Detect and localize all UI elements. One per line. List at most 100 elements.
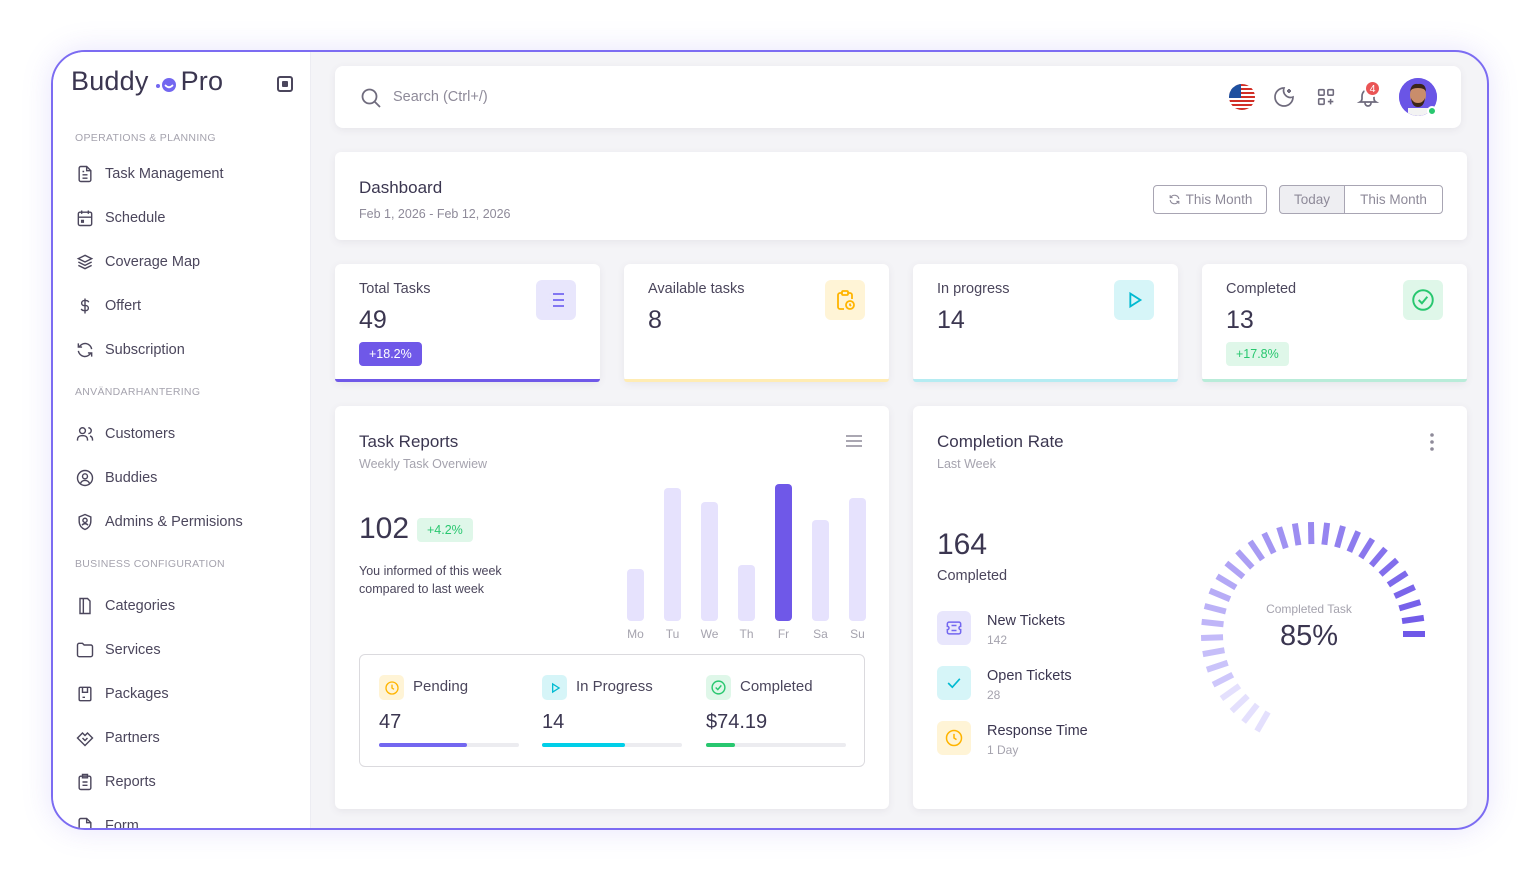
task-reports-card: Task Reports Weekly Task Overwiew 102 +4…	[335, 406, 889, 809]
gauge-segment	[1247, 539, 1265, 562]
main-content: 4 Dashboard Feb 1, 2026 - Feb 12, 2026 T…	[311, 52, 1487, 828]
sidebar-item-label: Task Management	[105, 166, 224, 182]
sidebar-item-task-management[interactable]: Task Management	[75, 161, 295, 187]
us-flag-icon[interactable]	[1228, 83, 1256, 111]
bar-tick-label: Fr	[777, 627, 790, 641]
bar-tick-label: We	[700, 627, 719, 641]
apps-icon[interactable]	[1312, 83, 1340, 111]
sidebar-item-form[interactable]: Form	[75, 813, 295, 828]
clipboard-clock-icon	[825, 280, 865, 320]
ticket-row-response: Response Time 1 Day	[937, 721, 1197, 757]
sidebar-item-coverage-map[interactable]: Coverage Map	[75, 249, 295, 275]
bar-su[interactable]	[849, 497, 866, 621]
play-icon	[1114, 280, 1154, 320]
check-circle-icon	[1403, 280, 1443, 320]
sidebar-item-partners[interactable]: Partners	[75, 725, 295, 751]
gauge-segment	[1200, 634, 1224, 642]
sidebar-collapse-button[interactable]	[277, 76, 293, 92]
gauge-segment	[1291, 522, 1302, 546]
completion-rate-card: Completion Rate Last Week 164 Completed …	[913, 406, 1467, 809]
sidebar-item-label: Customers	[105, 426, 176, 442]
stat-card-total-tasks[interactable]: Total Tasks 49 +18.2%	[335, 264, 600, 382]
sidebar-section-title: OPERATIONS & PLANNING	[75, 132, 216, 144]
sidebar-item-categories[interactable]: Categories	[75, 593, 295, 619]
ticket-value: 1 Day	[987, 743, 1019, 757]
sidebar-item-label: Partners	[105, 730, 160, 746]
bar-tu[interactable]	[664, 488, 681, 621]
bar-fr[interactable]	[775, 484, 792, 621]
gauge-segment	[1205, 659, 1229, 673]
bar-sa[interactable]	[812, 519, 829, 621]
sidebar-item-subscription[interactable]: Subscription	[75, 337, 295, 363]
gauge-segment	[1368, 546, 1388, 568]
sidebar-item-services[interactable]: Services	[75, 637, 295, 663]
play-icon	[542, 675, 567, 700]
ticket-label: New Tickets	[987, 613, 1066, 629]
online-status-dot	[1427, 106, 1437, 116]
search-input[interactable]	[393, 84, 793, 110]
sidebar: Buddy Pro OPERATIONS & PLANNING Task Man…	[53, 52, 311, 828]
stat-label: In progress	[937, 281, 1010, 297]
sidebar-item-offert[interactable]: Offert	[75, 293, 295, 319]
stat-accent-bar	[335, 379, 600, 382]
brand-logo[interactable]: Buddy Pro	[71, 66, 223, 97]
check-icon	[937, 666, 971, 700]
stat-accent-bar	[913, 379, 1178, 382]
gauge-segment	[1224, 560, 1246, 580]
bar-tick-label: Tu	[665, 627, 680, 641]
stat-card-in-progress[interactable]: In progress 14	[913, 264, 1178, 382]
users-icon	[76, 427, 94, 441]
gauge-segment	[1215, 573, 1238, 591]
summary-progress-track	[542, 743, 682, 747]
gauge-value: 85%	[1279, 620, 1339, 652]
completion-gauge	[1200, 521, 1425, 733]
moon-icon[interactable]	[1270, 83, 1298, 111]
gauge-segment	[1346, 530, 1361, 553]
gauge-segment	[1219, 683, 1242, 701]
book-icon	[79, 597, 91, 615]
sidebar-item-admins-permissions[interactable]: Admins & Permisions	[75, 509, 295, 535]
topbar: 4	[335, 66, 1461, 128]
sidebar-item-label: Services	[105, 642, 161, 658]
task-summary-box: Pending 47 In Progress 14 Comple	[359, 654, 865, 767]
sidebar-section-title: BUSINESS CONFIGURATION	[75, 558, 225, 570]
more-vertical-icon[interactable]	[1429, 432, 1435, 452]
stat-card-available-tasks[interactable]: Available tasks 8	[624, 264, 889, 382]
bar-th[interactable]	[738, 564, 755, 621]
sidebar-item-reports[interactable]: Reports	[75, 769, 295, 795]
handshake-icon	[76, 731, 94, 747]
bar-we[interactable]	[701, 501, 718, 621]
stat-card-completed[interactable]: Completed 13 +17.8%	[1202, 264, 1467, 382]
gauge-segment	[1378, 557, 1400, 577]
stat-value: 13	[1226, 306, 1254, 334]
today-button[interactable]: Today	[1279, 185, 1345, 214]
stat-accent-bar	[1202, 379, 1467, 382]
sidebar-item-packages[interactable]: Packages	[75, 681, 295, 707]
weekly-total-value: 102	[359, 512, 410, 545]
gauge-segment	[1211, 672, 1235, 688]
ticket-icon	[937, 611, 971, 645]
gauge-segment	[1229, 693, 1250, 714]
summary-progress-track	[706, 743, 846, 747]
sidebar-item-schedule[interactable]: Schedule	[75, 205, 295, 231]
clock-icon	[379, 675, 404, 700]
sidebar-item-customers[interactable]: Customers	[75, 421, 295, 447]
gauge-segment	[1398, 599, 1422, 612]
sidebar-item-label: Subscription	[105, 342, 185, 358]
gauge-segment	[1401, 614, 1425, 625]
this-month-refresh-button[interactable]: This Month	[1153, 185, 1267, 214]
sidebar-item-buddies[interactable]: Buddies	[75, 465, 295, 491]
this-month-button[interactable]: This Month	[1344, 185, 1443, 214]
menu-icon[interactable]	[845, 434, 863, 448]
sidebar-item-label: Categories	[105, 598, 176, 614]
button-label: This Month	[1185, 192, 1253, 207]
gauge-segment	[1386, 570, 1409, 588]
gauge-label: Completed Task	[1266, 602, 1352, 616]
weekly-description: You informed of this week compared to la…	[359, 564, 502, 596]
bar-tick-label: Th	[739, 627, 754, 641]
summary-progress-fill	[706, 743, 736, 747]
ticket-row-new: New Tickets 142	[937, 611, 1197, 647]
bar-mo[interactable]	[627, 568, 644, 621]
stat-value: 49	[359, 306, 387, 334]
sidebar-item-label: Form	[105, 818, 139, 828]
